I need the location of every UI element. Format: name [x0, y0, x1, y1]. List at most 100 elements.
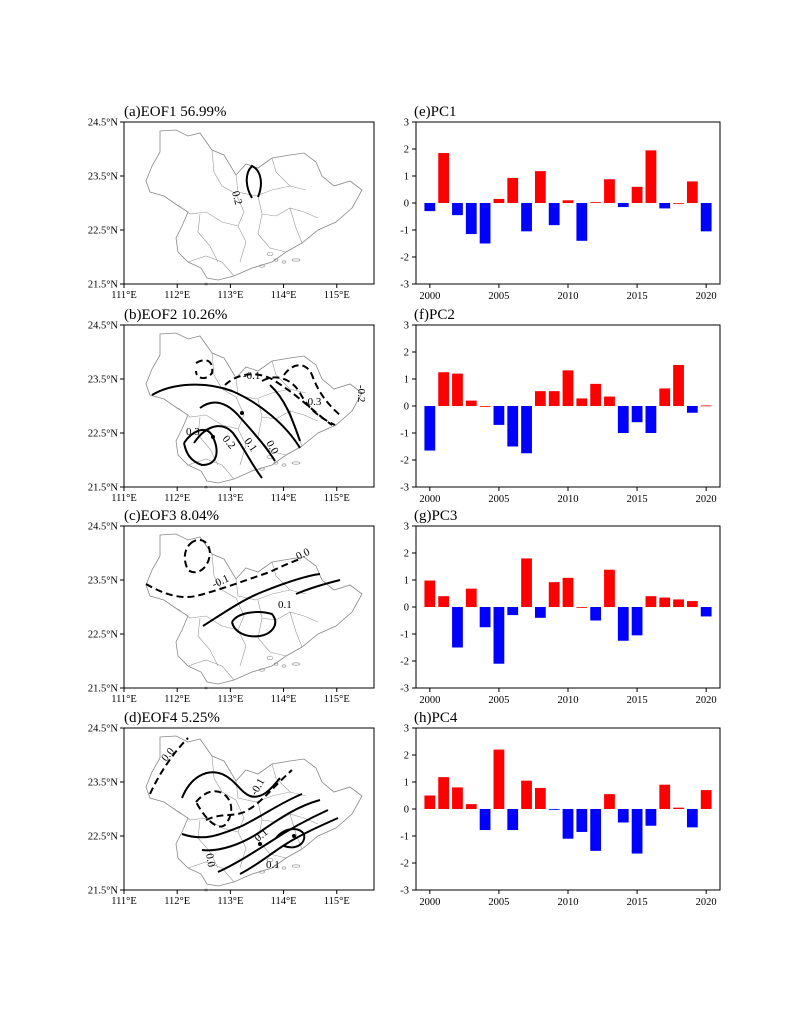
y-tick-label: 22.5°N	[88, 832, 119, 843]
contour-line	[245, 164, 262, 199]
bar	[631, 186, 643, 203]
contour-line-solid	[181, 793, 303, 839]
contour-line-solid	[199, 401, 276, 462]
x-tick-label: 112°E	[164, 896, 190, 907]
bar	[590, 607, 602, 621]
panel-title-eof2: (b)EOF2 10.26%	[124, 307, 227, 323]
region-boundaries	[145, 129, 363, 286]
contour-line-dashed	[195, 359, 214, 379]
bar	[673, 203, 684, 204]
y-tick-label: 1	[404, 576, 409, 587]
y-tick-label: 24.5°N	[88, 321, 119, 332]
y-tick-label: 21.5°N	[88, 280, 119, 291]
y-tick-label: 24.5°N	[88, 724, 119, 735]
bar	[521, 558, 532, 607]
contour-line-solid	[295, 579, 341, 595]
x-tick-label: 2015	[627, 897, 648, 908]
map-axes: 111°E 112°E 113°E 114°E 115°E 24.5°N 23.5°N 22.…	[88, 118, 375, 301]
bar	[521, 780, 532, 809]
y-tick-label: -3	[400, 684, 409, 695]
island	[203, 485, 209, 489]
y-tick-label: 3	[404, 118, 409, 129]
y-tick-label: 3	[404, 321, 409, 332]
bar	[659, 203, 671, 209]
bar	[452, 787, 463, 809]
bar	[479, 607, 491, 628]
bar	[645, 150, 657, 203]
bar	[521, 406, 532, 454]
bar	[479, 809, 491, 831]
x-tick-label: 113°E	[217, 290, 243, 301]
city-boundary	[235, 377, 307, 400]
bar	[617, 203, 629, 208]
x-tick-label: 2000	[419, 695, 440, 706]
region-boundaries	[145, 735, 363, 892]
bar	[645, 809, 657, 826]
bar	[521, 203, 532, 232]
bar	[452, 607, 463, 648]
bar	[659, 784, 671, 809]
island	[273, 864, 279, 868]
y-tick-label: 2	[404, 348, 409, 359]
x-tick-label: 112°E	[164, 493, 190, 504]
city-boundary	[271, 763, 291, 793]
y-tick-label: 3	[404, 522, 409, 533]
map-panel-eof2: (b)EOF2 10.26% 111°E 112°E 113°E 114°E 115°E…	[88, 307, 375, 504]
city-boundary	[197, 416, 219, 466]
city-boundary	[257, 819, 287, 859]
panel-title-pc2: (f)PC2	[414, 307, 455, 323]
grid-point	[211, 435, 215, 439]
bar	[534, 607, 546, 618]
x-tick-label: 115°E	[324, 493, 350, 504]
bar-panel-pc3: (g)PC3 3 2 1 0 -1 -2 -3 2000 2005 2010 2015 2020	[400, 508, 721, 706]
bar-panel-pc1: (e)PC1 3 2 1 0 -1 -2 -3 2000 2005 2010 2015 2020	[400, 104, 721, 302]
panel-title-pc1: (e)PC1	[414, 104, 457, 120]
contour-label: 0.2	[229, 190, 244, 206]
x-tick-label: 115°E	[324, 290, 350, 301]
y-tick-label: -3	[400, 280, 409, 291]
x-tick-label: 2020	[696, 695, 717, 706]
island	[266, 858, 274, 862]
island	[281, 260, 287, 264]
y-tick-label: 24.5°N	[88, 118, 119, 129]
bar	[548, 203, 560, 226]
y-tick-label: 21.5°N	[88, 483, 119, 494]
bar	[576, 203, 588, 241]
x-tick-label: 2020	[696, 291, 717, 302]
x-tick-label: 2005	[488, 494, 509, 505]
city-boundary	[197, 819, 219, 869]
bar	[576, 607, 588, 608]
island	[273, 461, 279, 465]
x-tick-label: 113°E	[217, 493, 243, 504]
contour-label: 0.0	[294, 546, 312, 563]
contour-line-dashed	[283, 364, 341, 416]
bar	[700, 790, 712, 809]
y-tick-label: 1	[404, 375, 409, 386]
contour-line-solid	[201, 799, 321, 852]
bar	[424, 203, 436, 212]
region-boundaries	[145, 533, 363, 690]
city-boundary	[289, 611, 303, 648]
x-tick-label: 111°E	[111, 694, 137, 705]
y-tick-label: -1	[400, 832, 409, 843]
bar	[534, 171, 546, 203]
bar	[438, 777, 450, 809]
bar	[452, 373, 463, 406]
bar	[686, 809, 698, 828]
city-boundary	[257, 599, 319, 623]
x-tick-label: 2015	[627, 291, 648, 302]
bar	[659, 388, 671, 406]
panel-title-eof4: (d)EOF4 5.25%	[124, 710, 220, 726]
contour-line-dashed	[183, 538, 212, 574]
bar	[604, 396, 615, 406]
y-tick-label: 0	[404, 603, 409, 614]
city-boundary	[257, 416, 287, 456]
panel-title-eof3: (c)EOF3 8.04%	[124, 508, 219, 524]
contour-line-dashed	[145, 558, 301, 598]
island	[281, 463, 287, 467]
city-boundary	[211, 755, 245, 833]
island	[273, 258, 279, 262]
contour-line-solid	[269, 384, 301, 442]
x-tick-label: 111°E	[111, 493, 137, 504]
x-tick-label: 2000	[419, 897, 440, 908]
